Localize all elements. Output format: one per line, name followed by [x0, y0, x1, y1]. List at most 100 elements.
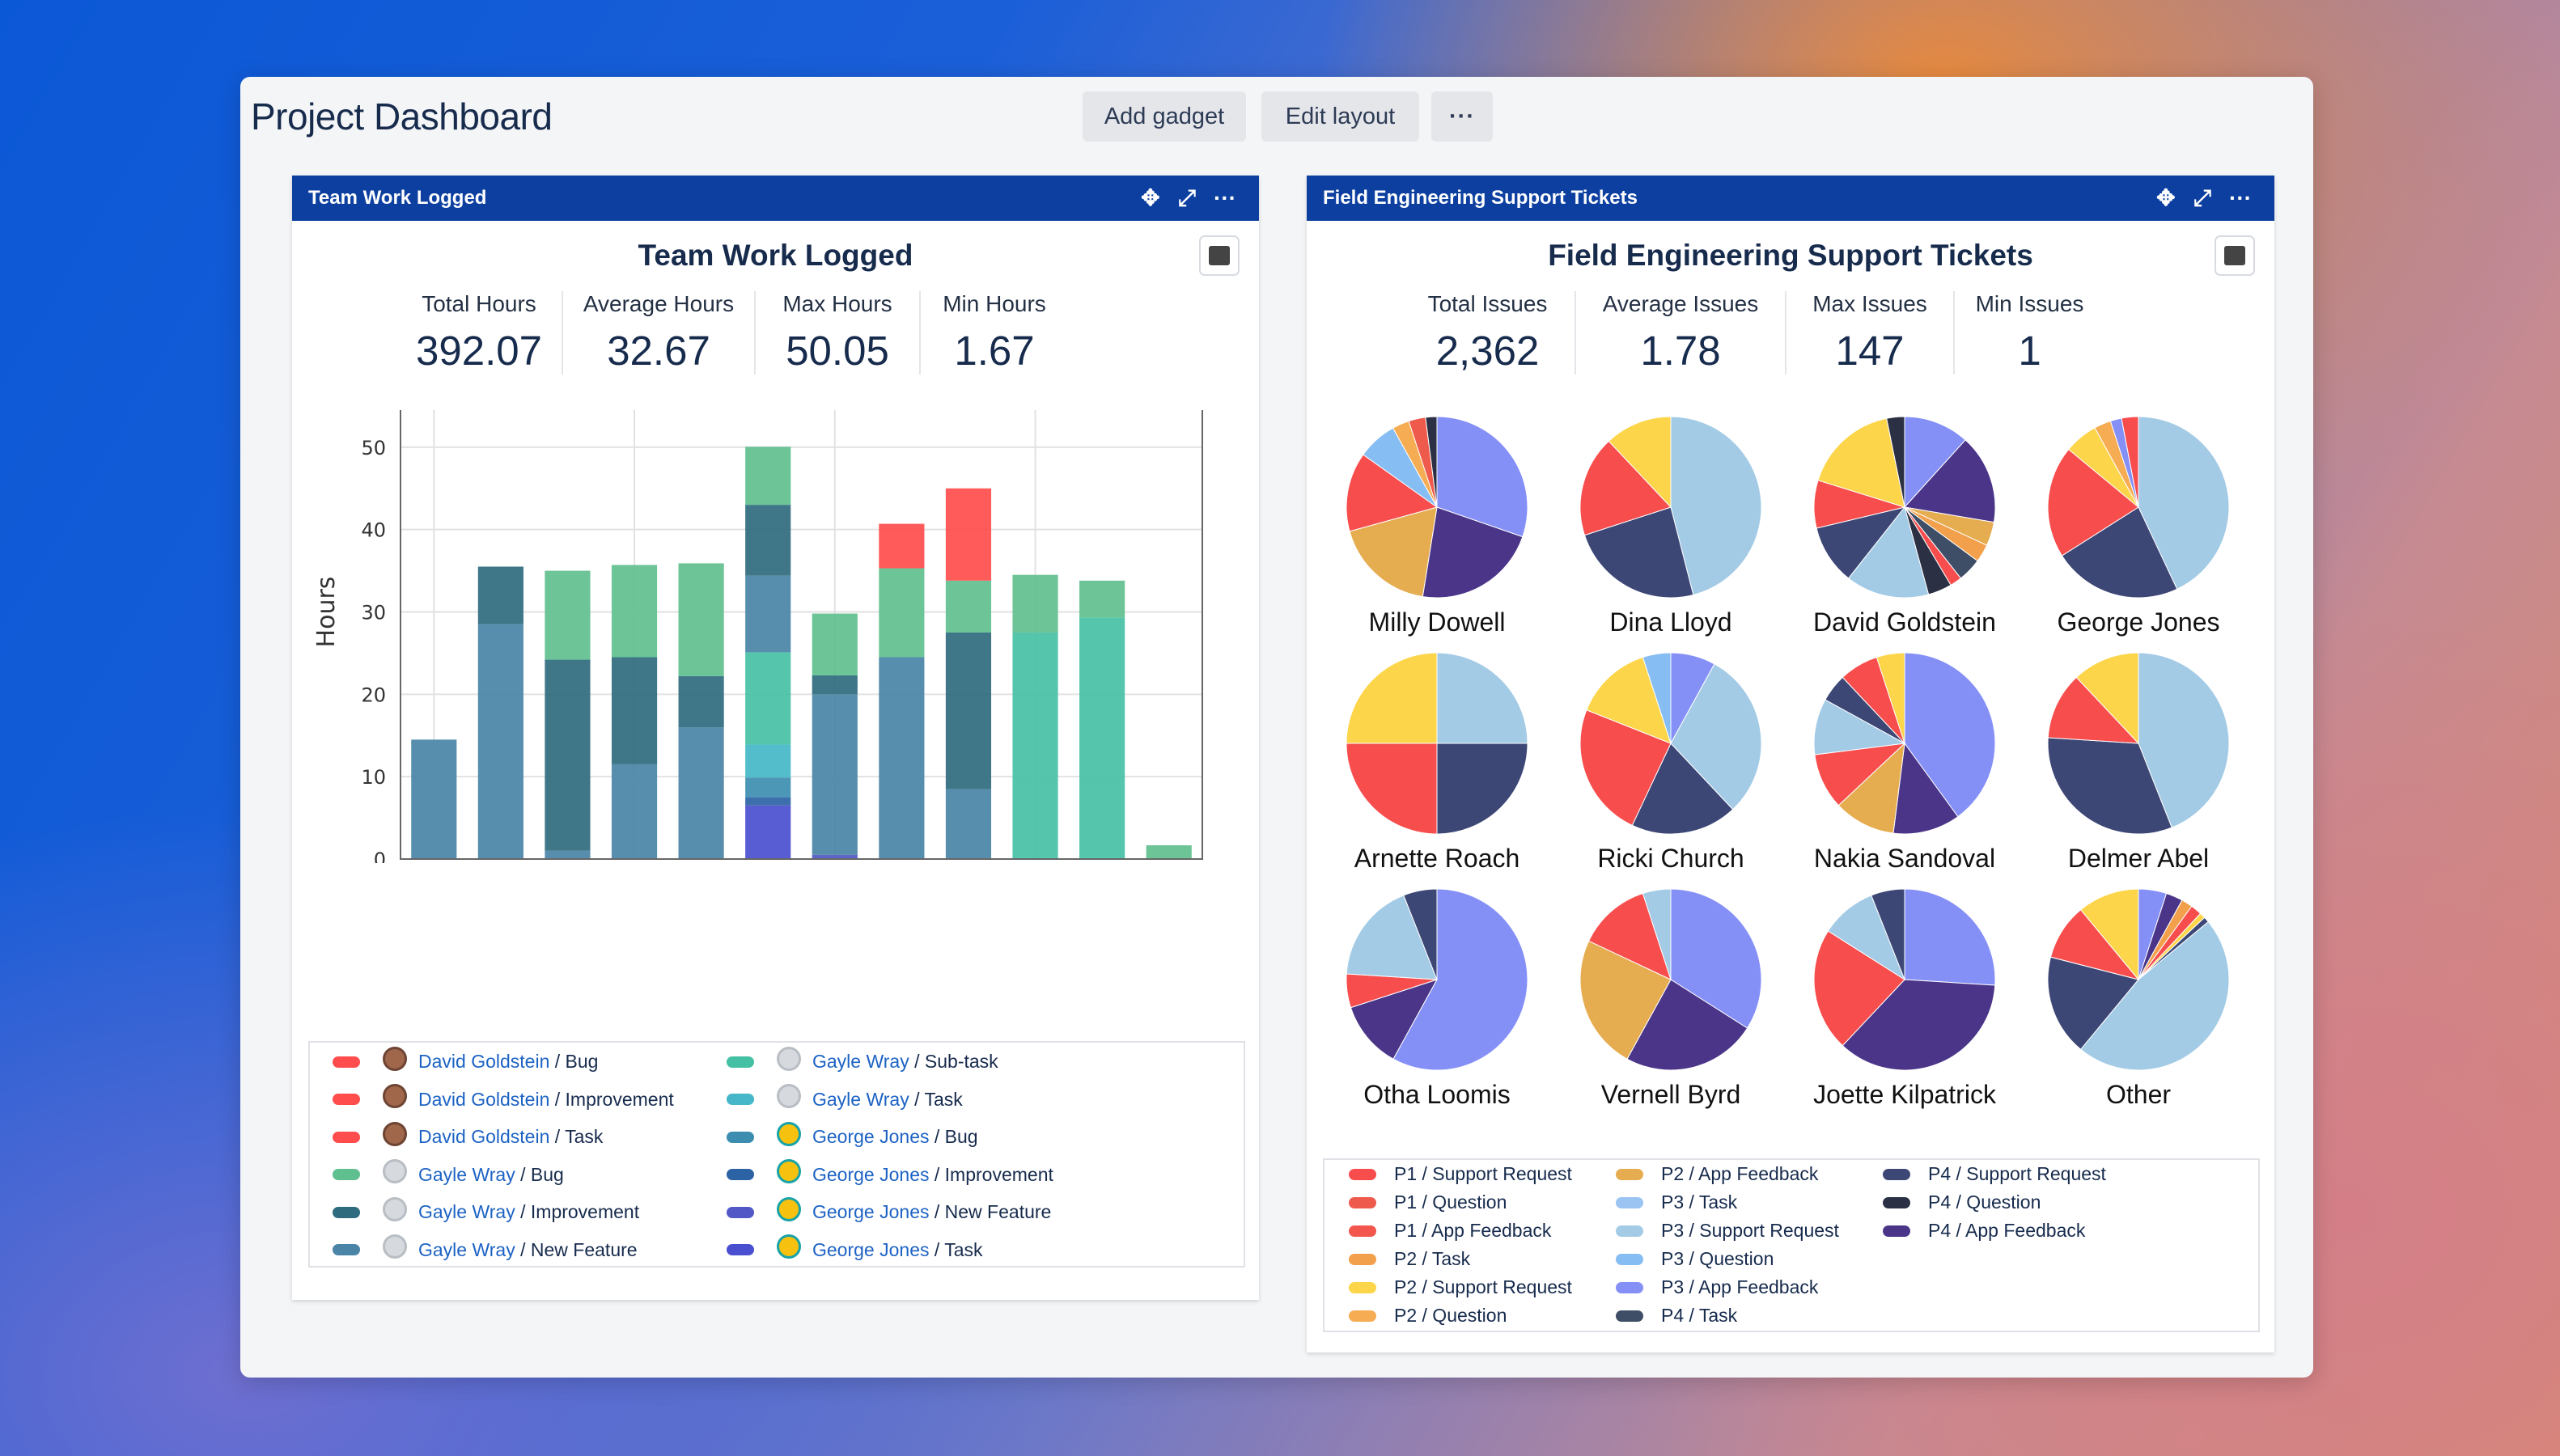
bar-segment[interactable] — [678, 727, 724, 859]
user-link[interactable]: Gayle Wray — [418, 1238, 515, 1260]
bar-segment[interactable] — [812, 613, 858, 675]
user-link[interactable]: Gayle Wray — [812, 1088, 909, 1110]
legend-item[interactable]: Gayle Wray / New Feature — [333, 1234, 638, 1261]
pie-slice[interactable] — [1847, 506, 1930, 599]
bar-segment[interactable] — [745, 575, 791, 653]
pie-slice[interactable] — [2047, 737, 2172, 835]
user-link[interactable]: Gayle Wray — [812, 1051, 909, 1072]
legend-item[interactable]: Gayle Wray / Sub-task — [727, 1046, 998, 1073]
legend-item[interactable]: P1 / App Feedback — [1349, 1220, 1551, 1242]
export-button[interactable] — [2215, 235, 2255, 276]
pie-slice[interactable] — [1349, 506, 1438, 598]
legend-item[interactable]: Gayle Wray / Bug — [333, 1159, 564, 1186]
bar-segment[interactable] — [545, 570, 591, 660]
bar-segment[interactable] — [1012, 632, 1058, 859]
pie-slice[interactable] — [1631, 743, 1734, 835]
pie-slice[interactable] — [1837, 742, 1905, 834]
pie-slice[interactable] — [1904, 416, 1966, 509]
user-link[interactable]: George Jones — [812, 1201, 930, 1222]
export-button[interactable] — [1199, 235, 1240, 276]
bar-segment[interactable] — [745, 447, 791, 506]
expand-icon[interactable]: ⤢ — [2193, 185, 2212, 210]
bar-segment[interactable] — [611, 565, 658, 658]
legend-item[interactable]: P2 / Task — [1349, 1248, 1470, 1270]
bar-segment[interactable] — [545, 659, 591, 851]
legend-item[interactable]: Gayle Wray / Improvement — [333, 1196, 639, 1223]
more-options-button[interactable]: ··· — [1431, 91, 1493, 142]
bar-segment[interactable] — [945, 632, 992, 789]
pie-slice[interactable] — [1817, 417, 1905, 508]
bar-segment[interactable] — [812, 694, 858, 855]
move-icon[interactable]: ✥ — [2156, 185, 2176, 210]
pie-slice[interactable] — [2138, 416, 2230, 590]
legend-item[interactable]: P4 / App Feedback — [1883, 1220, 2085, 1242]
user-link[interactable]: George Jones — [812, 1163, 930, 1185]
pie-slice[interactable] — [1346, 743, 1438, 835]
legend-item[interactable]: David Goldstein / Task — [333, 1121, 603, 1148]
expand-icon[interactable]: ⤢ — [1177, 185, 1197, 210]
pie-slice[interactable] — [1904, 439, 1996, 523]
pie-slice[interactable] — [2121, 416, 2139, 508]
bar-segment[interactable] — [678, 563, 724, 676]
bar-segment[interactable] — [745, 805, 791, 859]
bar-segment[interactable] — [477, 624, 523, 859]
pie-slice[interactable] — [1886, 416, 1905, 508]
legend-item[interactable]: P1 / Support Request — [1349, 1163, 1572, 1185]
move-icon[interactable]: ✥ — [1141, 185, 1160, 210]
edit-layout-button[interactable]: Edit layout — [1261, 91, 1419, 142]
bar-segment[interactable] — [812, 854, 858, 859]
bar-segment[interactable] — [1012, 574, 1058, 633]
pie-slice[interactable] — [2138, 652, 2230, 828]
bar-segment[interactable] — [879, 523, 925, 569]
pie-slice[interactable] — [1892, 742, 1959, 835]
bar-segment[interactable] — [812, 675, 858, 695]
pie-slice[interactable] — [1346, 895, 1438, 980]
bar-segment[interactable] — [745, 652, 791, 745]
pie-slice[interactable] — [1587, 892, 1672, 980]
more-icon[interactable]: ··· — [1214, 185, 1236, 210]
user-link[interactable]: Gayle Wray — [418, 1163, 515, 1185]
bar-segment[interactable] — [411, 739, 457, 859]
bar-segment[interactable] — [1146, 844, 1192, 859]
legend-item[interactable]: George Jones / New Feature — [727, 1196, 1051, 1223]
pie-slice[interactable] — [1842, 979, 1996, 1071]
pie-slice[interactable] — [1642, 888, 1672, 980]
pie-slice[interactable] — [1904, 888, 1996, 986]
legend-item[interactable]: David Goldstein / Improvement — [333, 1084, 674, 1111]
legend-item[interactable]: P4 / Task — [1616, 1305, 1737, 1327]
bar-segment[interactable] — [879, 568, 925, 658]
pie-slice[interactable] — [2047, 956, 2139, 1051]
bar-segment[interactable] — [1079, 580, 1125, 618]
legend-item[interactable]: George Jones / Improvement — [727, 1159, 1053, 1186]
bar-segment[interactable] — [879, 657, 925, 859]
bar-segment[interactable] — [611, 764, 658, 859]
pie-slice[interactable] — [2047, 676, 2140, 744]
pie-slice[interactable] — [2079, 888, 2139, 981]
pie-slice[interactable] — [1608, 416, 1672, 509]
pie-slice[interactable] — [1346, 454, 1439, 532]
bar-segment[interactable] — [945, 789, 992, 859]
pie-slice[interactable] — [1816, 506, 1906, 579]
legend-item[interactable]: P1 / Question — [1349, 1191, 1507, 1213]
pie-slice[interactable] — [2079, 921, 2230, 1071]
pie-slice[interactable] — [1579, 940, 1672, 1060]
pie-slice[interactable] — [1875, 652, 1905, 744]
pie-slice[interactable] — [1346, 652, 1438, 744]
user-link[interactable]: George Jones — [812, 1126, 930, 1147]
pie-slice[interactable] — [1626, 979, 1748, 1071]
pie-slice[interactable] — [1403, 888, 1438, 980]
bar-segment[interactable] — [545, 850, 591, 859]
pie-slice[interactable] — [1392, 888, 1528, 1071]
bar-segment[interactable] — [945, 580, 992, 633]
pie-slice[interactable] — [1579, 709, 1672, 827]
pie-slice[interactable] — [1436, 652, 1528, 744]
user-link[interactable]: David Goldstein — [418, 1126, 550, 1147]
legend-item[interactable]: George Jones / Bug — [727, 1121, 978, 1148]
pie-slice[interactable] — [1583, 506, 1694, 599]
bar-segment[interactable] — [611, 657, 658, 764]
legend-item[interactable]: P4 / Question — [1883, 1191, 2041, 1213]
legend-item[interactable]: P3 / App Feedback — [1616, 1276, 1818, 1298]
pie-slice[interactable] — [2075, 652, 2139, 745]
bar-segment[interactable] — [945, 488, 992, 581]
user-link[interactable]: David Goldstein — [418, 1051, 550, 1072]
